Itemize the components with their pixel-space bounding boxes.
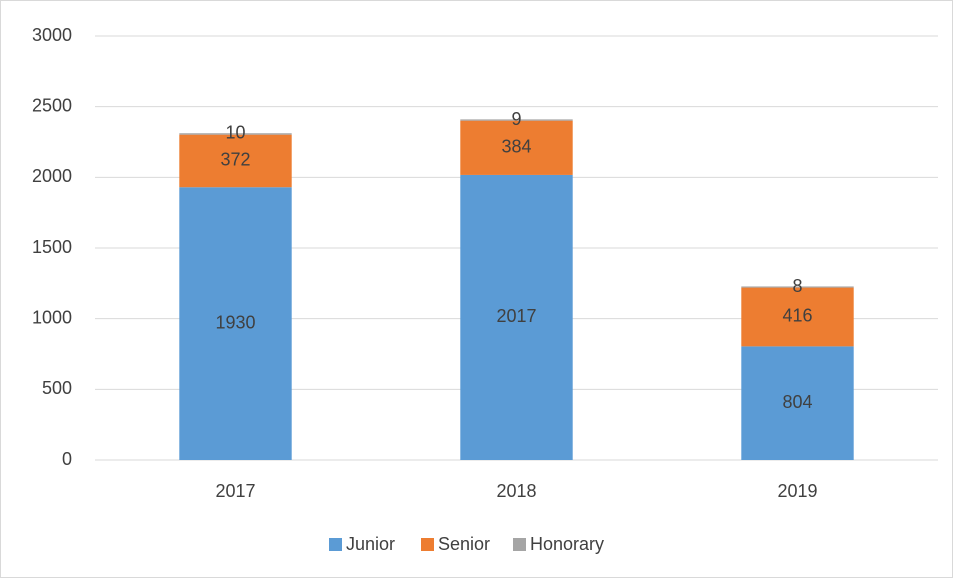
legend-swatch	[329, 538, 342, 551]
legend-label: Senior	[438, 534, 490, 554]
data-label: 804	[782, 392, 812, 412]
bar-segment	[741, 346, 854, 460]
legend-swatch	[513, 538, 526, 551]
y-tick-label: 2000	[32, 166, 72, 186]
bar-segment	[741, 287, 854, 347]
bar-segment	[460, 119, 573, 121]
legend-swatch	[421, 538, 434, 551]
bar-segment	[179, 187, 292, 460]
y-tick-label: 1500	[32, 237, 72, 257]
bar-segment	[460, 174, 573, 460]
legend-label: Junior	[346, 534, 395, 554]
data-label: 1930	[215, 312, 255, 332]
bar-segment	[460, 120, 573, 175]
y-tick-label: 1000	[32, 307, 72, 327]
data-label: 10	[225, 123, 245, 143]
legend-label: Honorary	[530, 534, 604, 554]
y-tick-label: 500	[42, 378, 72, 398]
x-tick-label: 2018	[496, 481, 536, 501]
bar-segment	[179, 133, 292, 135]
bar-segment	[179, 134, 292, 188]
data-label: 8	[792, 276, 802, 296]
x-tick-label: 2019	[777, 481, 817, 501]
data-label: 416	[782, 306, 812, 326]
y-tick-label: 3000	[32, 25, 72, 45]
data-label: 384	[501, 137, 531, 157]
data-label: 9	[511, 109, 521, 129]
y-tick-label: 0	[62, 449, 72, 469]
x-tick-label: 2017	[215, 481, 255, 501]
y-tick-label: 2500	[32, 95, 72, 115]
data-label: 2017	[496, 306, 536, 326]
bar-segment	[741, 286, 854, 288]
data-label: 372	[220, 150, 250, 170]
